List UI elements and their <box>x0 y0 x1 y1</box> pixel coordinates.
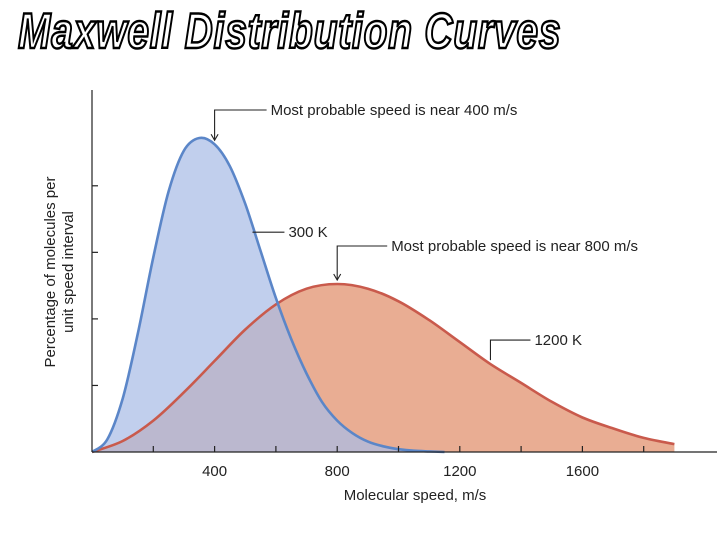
line-300-k <box>91 136 445 454</box>
y-axis-label: Percentage of molecules per unit speed i… <box>42 177 77 368</box>
annotation-leader-1200k-peak <box>336 245 388 281</box>
chart-axes <box>91 90 717 453</box>
annotation-most-probable-800: Most probable speed is near 800 m/s <box>391 238 638 255</box>
line-1200-k <box>91 282 675 454</box>
x-axis-label: Molecular speed, m/s <box>344 487 487 504</box>
area-300-k <box>92 137 445 452</box>
annotation-arrowhead <box>333 273 342 282</box>
y-axis-label-line-2: unit speed interval <box>60 211 77 333</box>
annotation-leader-300k-peak <box>214 109 267 141</box>
page-title: Maxwell Distribution Curves <box>17 3 562 59</box>
annotation-most-probable-400: Most probable speed is near 400 m/s <box>271 102 518 119</box>
x-tick-label: 1200 <box>443 463 476 480</box>
x-tick-label: 1600 <box>566 463 599 480</box>
x-ticks: 400 800 1200 1600 <box>152 446 645 480</box>
series-label-1200k: 1200 K <box>534 332 582 349</box>
annotation-arrowhead <box>210 134 219 142</box>
y-ticks <box>92 185 98 387</box>
series-label-300k: 300 K <box>288 224 327 241</box>
x-tick-label: 800 <box>325 463 350 480</box>
x-tick-label: 400 <box>202 463 227 480</box>
annotations: Most probable speed is near 400 m/s 300 K… <box>210 102 638 361</box>
y-axis-label-line-1: Percentage of molecules per <box>42 177 59 368</box>
curve-areas <box>91 136 675 454</box>
annotation-leader-1200k <box>489 339 531 361</box>
